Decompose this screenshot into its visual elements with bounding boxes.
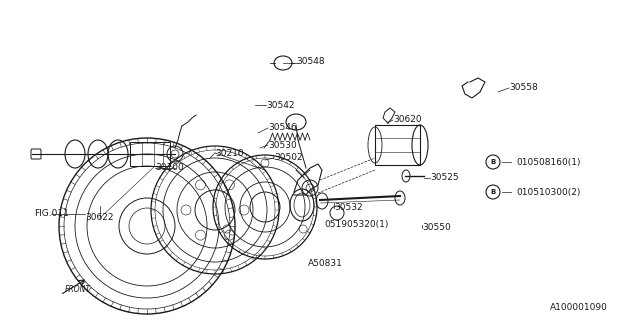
Text: 30558: 30558 (509, 84, 538, 92)
Text: 30542: 30542 (266, 100, 294, 109)
Text: 30548: 30548 (296, 58, 324, 67)
Bar (130, 142, 170, 166)
Text: 30525: 30525 (430, 173, 459, 182)
Text: 30532: 30532 (334, 204, 363, 212)
Text: FRONT: FRONT (65, 285, 91, 294)
Text: FIG.011: FIG.011 (34, 210, 69, 219)
Text: 30622: 30622 (86, 213, 115, 222)
Text: 30100: 30100 (155, 164, 184, 172)
Text: 30502: 30502 (274, 154, 303, 163)
Text: 30550: 30550 (422, 223, 451, 233)
Text: 30210: 30210 (215, 148, 244, 157)
Text: 010508160(1): 010508160(1) (516, 157, 580, 166)
Text: 30620: 30620 (393, 116, 422, 124)
Text: 010510300(2): 010510300(2) (516, 188, 580, 196)
Text: 051905320(1): 051905320(1) (324, 220, 388, 228)
Text: A50831: A50831 (308, 260, 343, 268)
Text: 30546: 30546 (268, 124, 296, 132)
Text: A100001090: A100001090 (550, 303, 608, 313)
Text: B: B (490, 189, 495, 195)
Text: 30530: 30530 (268, 140, 297, 149)
Text: B: B (490, 159, 495, 165)
